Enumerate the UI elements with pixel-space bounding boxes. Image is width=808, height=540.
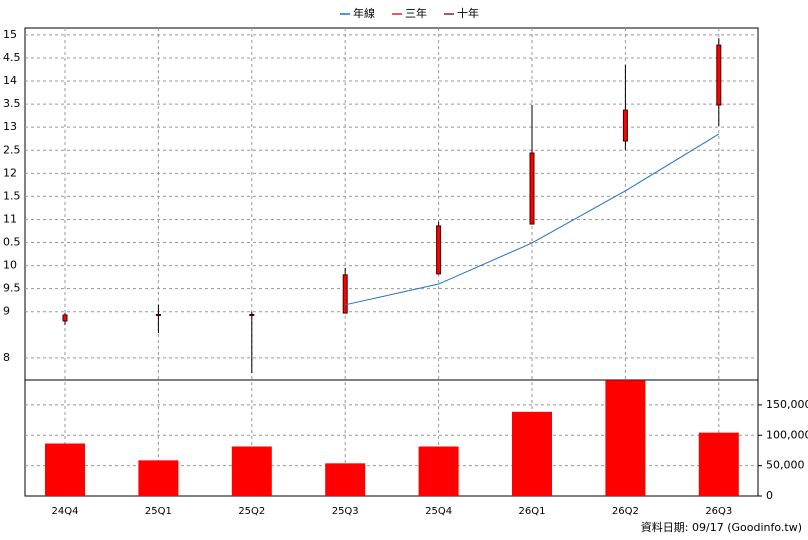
y-tick-label: 14 bbox=[3, 74, 17, 87]
x-tick-label: 25Q4 bbox=[425, 506, 452, 517]
y-tick-label: 4.5 bbox=[3, 51, 21, 64]
bar bbox=[418, 446, 459, 496]
x-tick-label: 26Q2 bbox=[612, 506, 639, 517]
y-tick-label: 9 bbox=[3, 305, 10, 318]
candle-body bbox=[529, 152, 535, 225]
y-tick-label: 9.5 bbox=[3, 282, 21, 295]
legend-label: 年線 bbox=[353, 6, 375, 20]
y-tick-label: 2.5 bbox=[3, 143, 21, 156]
legend-label: 三年 bbox=[405, 6, 427, 20]
footer: 資料日期: 09/17 (Goodinfo.tw) bbox=[641, 520, 802, 534]
y-tick-label: 150,000 bbox=[766, 398, 808, 411]
bar bbox=[698, 432, 739, 496]
bar bbox=[325, 463, 366, 496]
bar bbox=[138, 460, 179, 496]
bar bbox=[512, 411, 552, 496]
candle-body bbox=[62, 314, 68, 322]
bar bbox=[605, 380, 646, 496]
bar bbox=[231, 446, 272, 496]
y-tick-label: 10 bbox=[3, 259, 17, 272]
x-tick-label: 26Q1 bbox=[519, 506, 546, 517]
y-tick-label: 100,000 bbox=[766, 428, 808, 441]
y-tick-label: 8 bbox=[3, 351, 10, 364]
x-tick-label: 25Q3 bbox=[332, 506, 359, 517]
y-tick-label: 0.5 bbox=[3, 236, 21, 249]
candle-body bbox=[249, 313, 255, 316]
bar bbox=[45, 443, 85, 496]
x-tick-label: 24Q4 bbox=[52, 506, 79, 517]
y-tick-label: 12 bbox=[3, 166, 17, 179]
x-tick-label: 25Q1 bbox=[145, 506, 172, 517]
legend-label: 十年 bbox=[457, 6, 479, 20]
x-tick-label: 26Q3 bbox=[705, 506, 732, 517]
y-tick-label: 3.5 bbox=[3, 97, 21, 110]
candle-body bbox=[716, 44, 722, 106]
y-tick-label: 0 bbox=[766, 489, 773, 502]
y-tick-label: 11 bbox=[3, 212, 17, 225]
y-tick-label: 13 bbox=[3, 120, 17, 133]
line-series bbox=[345, 133, 720, 306]
y-tick-label: 15 bbox=[3, 28, 17, 41]
candle-body bbox=[342, 274, 348, 314]
y-tick-label: 1.5 bbox=[3, 189, 21, 202]
plot-frame bbox=[24, 27, 759, 497]
candle-body bbox=[622, 109, 628, 142]
candle-body bbox=[436, 225, 442, 275]
y-tick-label: 50,000 bbox=[766, 459, 805, 472]
candle-body bbox=[155, 313, 161, 316]
x-tick-label: 25Q2 bbox=[238, 506, 265, 517]
